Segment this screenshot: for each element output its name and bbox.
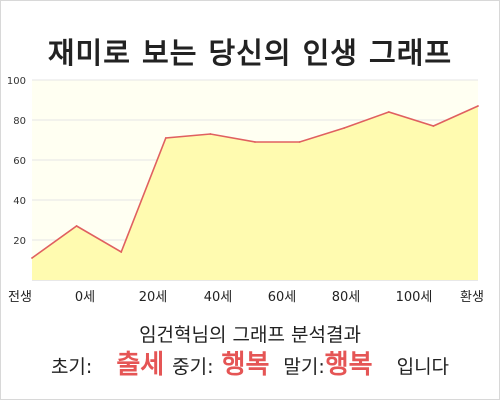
y-tick-labels: 20 40 60 80 100 <box>7 76 26 247</box>
data-point <box>343 127 346 129</box>
y-tick-label: 40 <box>13 196 26 207</box>
y-tick-label: 60 <box>13 156 26 167</box>
early-label: 초기: <box>50 356 93 378</box>
mid-value: 행복 <box>221 350 270 380</box>
y-tick-label: 80 <box>13 116 26 127</box>
page-title: 재미로 보는 당신의 인생 그래프 <box>47 36 453 70</box>
y-tick-label: 100 <box>7 76 26 87</box>
late-value: 행복 <box>324 350 373 380</box>
area-fill <box>32 106 478 280</box>
area-layer <box>31 105 479 280</box>
analysis-result: 초기: 출세 중기: 행복 말기: 행복 입니다 <box>0 344 500 384</box>
data-point <box>254 141 256 143</box>
data-point <box>209 133 212 135</box>
mid-label: 중기: <box>172 356 214 378</box>
x-tick-label: 전생 <box>8 290 32 305</box>
data-point <box>120 251 123 253</box>
data-point <box>477 105 479 107</box>
x-tick-label: 40세 <box>203 290 233 305</box>
x-tick-label: 80세 <box>331 290 361 305</box>
y-tick-label: 20 <box>13 236 26 247</box>
x-tick-label: 20세 <box>138 290 168 305</box>
x-tick-label: 0세 <box>74 290 96 305</box>
data-point <box>75 225 78 227</box>
early-value: 출세 <box>116 350 165 380</box>
late-label: 말기: <box>283 356 325 378</box>
x-tick-label: 100세 <box>395 290 433 305</box>
x-tick-label: 60세 <box>267 290 297 305</box>
analysis-title: 임건혁님의 그래프 분석결과 <box>139 324 361 346</box>
data-point <box>432 125 435 127</box>
data-point <box>31 257 33 259</box>
x-tick-label: 환생 <box>460 290 484 305</box>
data-point <box>298 141 301 143</box>
data-point <box>164 137 167 139</box>
ending-text: 입니다 <box>396 356 450 378</box>
data-point <box>387 111 390 113</box>
